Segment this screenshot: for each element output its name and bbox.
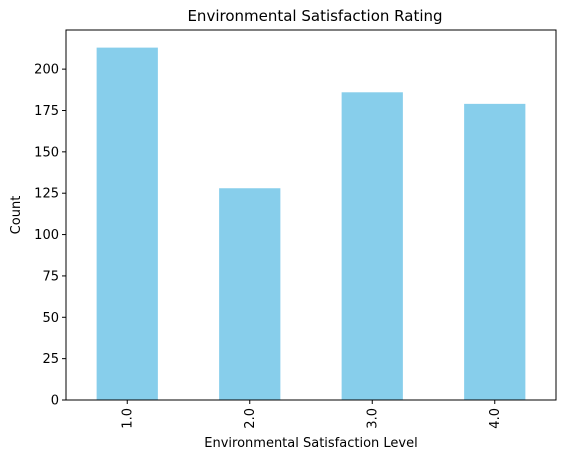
x-tick-label: 4.0 (488, 408, 503, 429)
y-tick-label: 75 (42, 269, 59, 284)
plot-frame (65, 29, 557, 401)
bars-layer (96, 47, 526, 401)
x-tick-label: 2.0 (243, 408, 258, 429)
bar-3.0 (341, 92, 403, 401)
y-tick-label: 25 (42, 352, 59, 367)
y-tick-label: 175 (34, 104, 59, 119)
y-tick-label: 150 (34, 145, 59, 160)
y-tick-label: 0 (51, 394, 59, 409)
y-tick-label: 100 (34, 228, 59, 243)
x-tick-label: 1.0 (120, 408, 135, 429)
bar-2.0 (219, 188, 281, 400)
x-tick-label: 3.0 (365, 408, 380, 429)
chart-title: Environmental Satisfaction Rating (187, 7, 442, 25)
y-axis-title: Count (9, 196, 24, 235)
y-tick-label: 125 (34, 187, 59, 202)
y-axis: 0 25 50 75 100 125 150 175 200 (34, 63, 66, 409)
bar-4.0 (464, 103, 526, 401)
y-tick-label: 200 (34, 63, 59, 78)
x-axis-title: Environmental Satisfaction Level (204, 436, 417, 451)
x-axis: 1.0 2.0 3.0 4.0 (120, 400, 503, 429)
y-tick-label: 50 (42, 311, 59, 326)
bar-1.0 (96, 47, 158, 400)
